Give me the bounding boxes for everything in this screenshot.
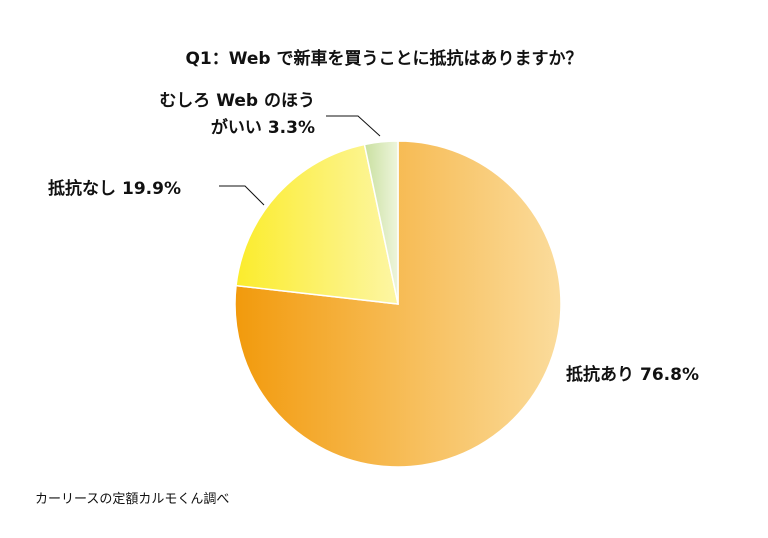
slice-label: 抵抗あり 76.8% xyxy=(566,362,699,389)
leader-line xyxy=(219,185,265,206)
source-note: カーリースの定額カルモくん調べ xyxy=(35,492,230,507)
leader-line xyxy=(326,115,381,137)
slice-label: むしろ Web のほうがいい 3.3% xyxy=(150,88,315,142)
value-label: 19.9% xyxy=(122,179,181,199)
pie-slice xyxy=(363,140,399,305)
value-label: 3.3% xyxy=(267,118,315,138)
category-label: 抵抗なし xyxy=(48,179,116,199)
category-label: むしろ Web のほうがいい xyxy=(159,91,315,138)
pie-slice xyxy=(235,143,399,305)
slice-label: 抵抗なし 19.9% xyxy=(48,176,181,203)
value-label: 76.8% xyxy=(640,365,699,385)
category-label: 抵抗あり xyxy=(566,365,634,385)
chart-title: Q1：Web で新車を買うことに抵抗はありますか？ xyxy=(185,49,583,69)
